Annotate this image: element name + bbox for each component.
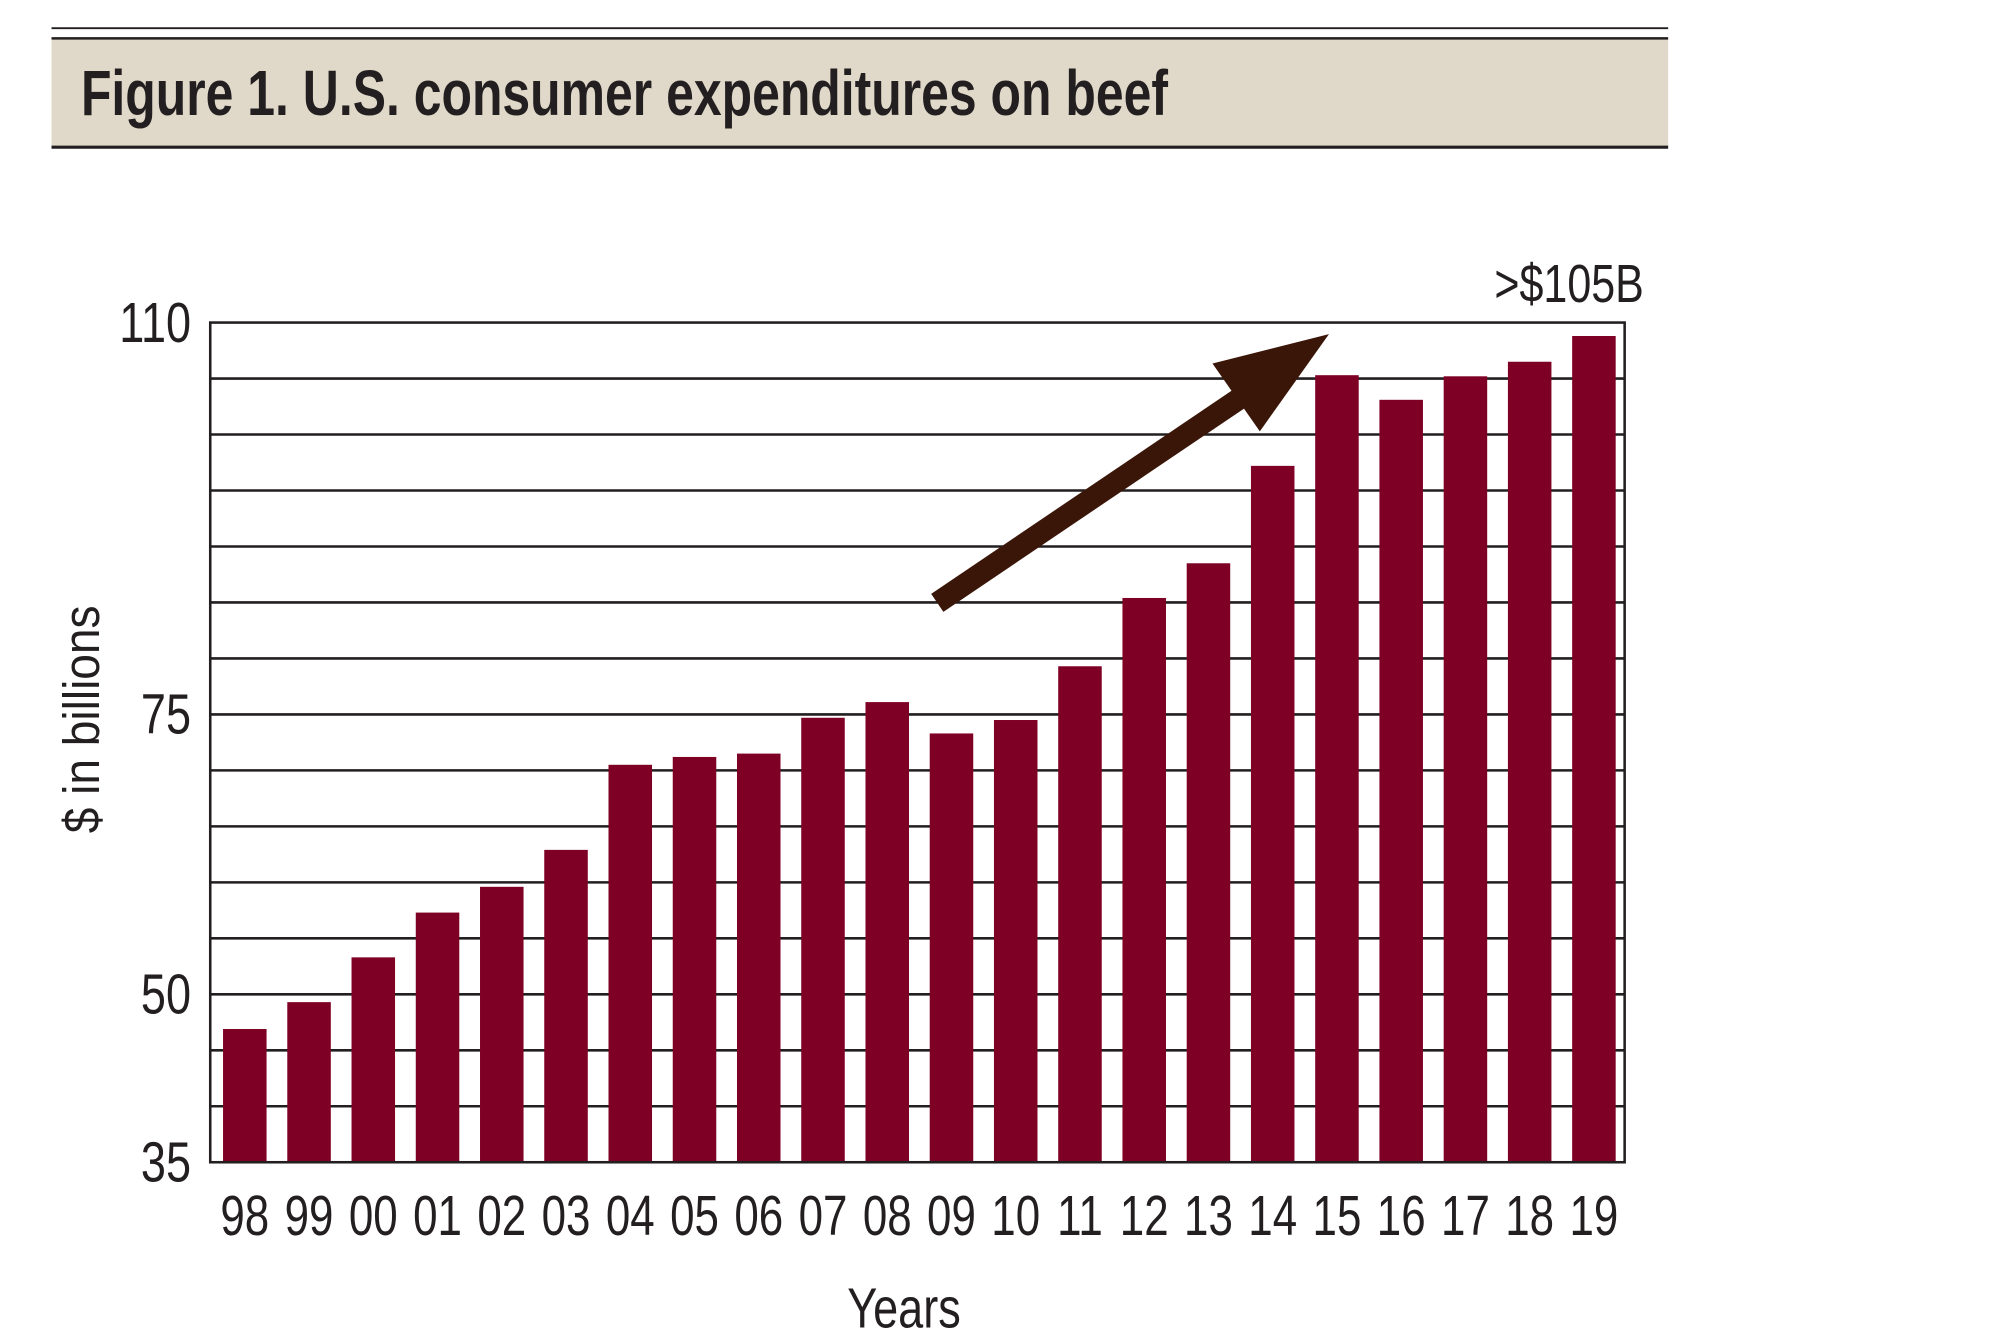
x-tick-label: 09 [927, 1184, 976, 1248]
bar-11 [1058, 666, 1102, 1163]
x-axis-label: Years [847, 1277, 961, 1340]
x-tick-label: 16 [1377, 1184, 1426, 1248]
bar-00 [351, 957, 396, 1163]
y-axis-label: $ in billions [54, 605, 111, 833]
arrow-shaft [931, 382, 1256, 612]
x-tick-label: 04 [606, 1184, 655, 1248]
x-tick-label: 02 [477, 1184, 526, 1248]
x-tick-label: 05 [670, 1184, 719, 1248]
x-tick-label: 06 [734, 1184, 783, 1248]
bar-13 [1186, 563, 1231, 1163]
x-tick-label: 15 [1313, 1184, 1362, 1248]
bar-02 [480, 886, 524, 1163]
chart-title: Figure 1. U.S. consumer expenditures on … [81, 58, 1169, 129]
bar-08 [865, 702, 909, 1163]
bar-98 [223, 1029, 267, 1163]
y-tick-label: 75 [141, 683, 191, 746]
bar-09 [929, 733, 974, 1163]
x-tick-label: 11 [1057, 1184, 1103, 1248]
bar-19 [1572, 335, 1616, 1163]
plot-frame [208, 321, 1626, 1164]
x-tick-label: 01 [413, 1184, 462, 1248]
bar-99 [287, 1002, 331, 1163]
bar-05 [672, 756, 717, 1163]
bar-07 [801, 717, 845, 1163]
x-tick-label: 03 [542, 1184, 591, 1248]
y-tick-label: 35 [141, 1131, 191, 1194]
bar-15 [1315, 375, 1359, 1163]
arrow-head [1212, 334, 1329, 432]
bar-16 [1379, 399, 1423, 1163]
bar-10 [993, 720, 1038, 1163]
trend-arrow [931, 334, 1329, 612]
x-tick-label: 12 [1120, 1184, 1169, 1248]
x-tick-label: 14 [1248, 1184, 1297, 1248]
x-tick-label: 99 [285, 1184, 334, 1248]
annotation-label: >$105B [1494, 255, 1643, 315]
bars [223, 335, 1616, 1163]
y-tick-label: 50 [141, 963, 191, 1026]
x-tick-label: 08 [863, 1184, 912, 1248]
bar-14 [1250, 465, 1295, 1163]
bar-03 [544, 849, 588, 1163]
x-tick-label: 00 [349, 1184, 398, 1248]
x-tick-label: 07 [799, 1184, 848, 1248]
x-tick-label: 19 [1569, 1184, 1618, 1248]
bar-04 [608, 764, 653, 1163]
bar-01 [415, 912, 460, 1163]
bar-12 [1122, 597, 1166, 1163]
x-tick-label: 10 [991, 1184, 1040, 1248]
y-tick-label: 110 [119, 291, 191, 354]
title-band [51, 38, 1669, 148]
bar-17 [1443, 376, 1488, 1163]
x-tick-label: 13 [1184, 1184, 1233, 1248]
x-tick-label: 18 [1505, 1184, 1554, 1248]
y-tick-labels: 35 50 75 110 [119, 291, 191, 1194]
figure-header: Figure 1. U.S. consumer expenditures on … [51, 27, 1669, 149]
x-tick-labels: 98 99 00 01 02 03 04 05 06 07 08 09 10 11 12 13 14 15 16 17… [220, 1184, 1618, 1248]
x-tick-label: 98 [220, 1184, 269, 1248]
bar-18 [1507, 361, 1552, 1163]
bar-06 [736, 753, 781, 1163]
x-tick-label: 17 [1441, 1184, 1490, 1248]
